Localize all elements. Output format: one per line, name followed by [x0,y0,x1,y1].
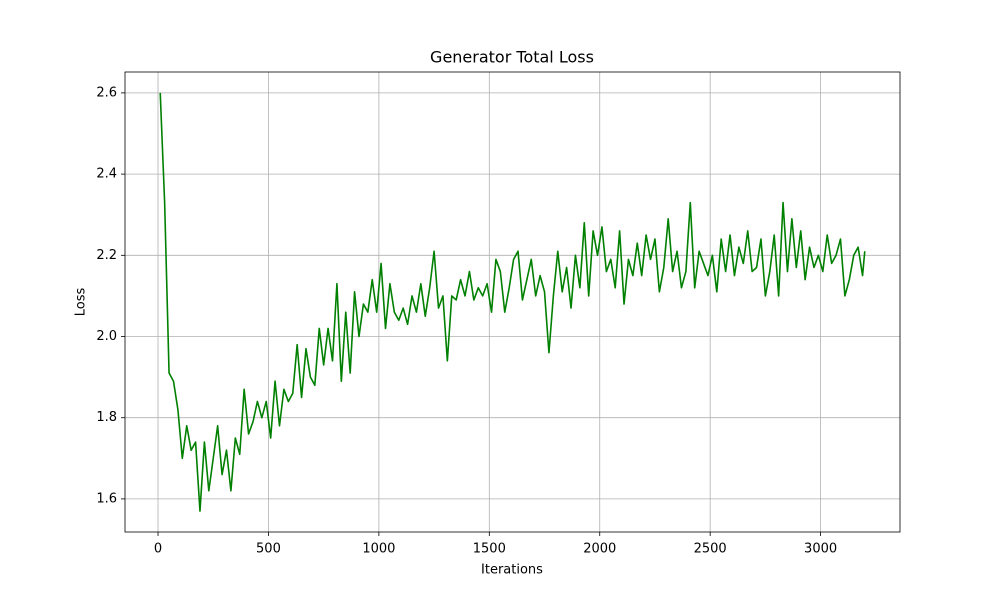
plot-frame [124,71,901,533]
x-tick-label: 3000 [804,542,837,557]
x-tick-label: 500 [256,542,281,557]
y-tick-label: 2.4 [96,167,117,182]
loss-line [159,92,866,512]
y-tick-label: 2.6 [96,85,117,100]
y-tick-label: 1.8 [96,410,117,425]
x-tick-label: 0 [154,542,162,557]
x-tick-label: 1500 [473,542,506,557]
x-tick-label: 2000 [583,542,616,557]
chart-title: Generator Total Loss [430,48,594,67]
x-tick-label: 2500 [694,542,727,557]
y-axis-label: Loss [74,288,89,317]
y-tick-label: 2.0 [96,329,117,344]
x-axis-label: Iterations [481,563,543,578]
y-tick-label: 2.2 [96,248,117,263]
x-tick-label: 1000 [362,542,395,557]
y-tick-label: 1.6 [96,491,117,506]
